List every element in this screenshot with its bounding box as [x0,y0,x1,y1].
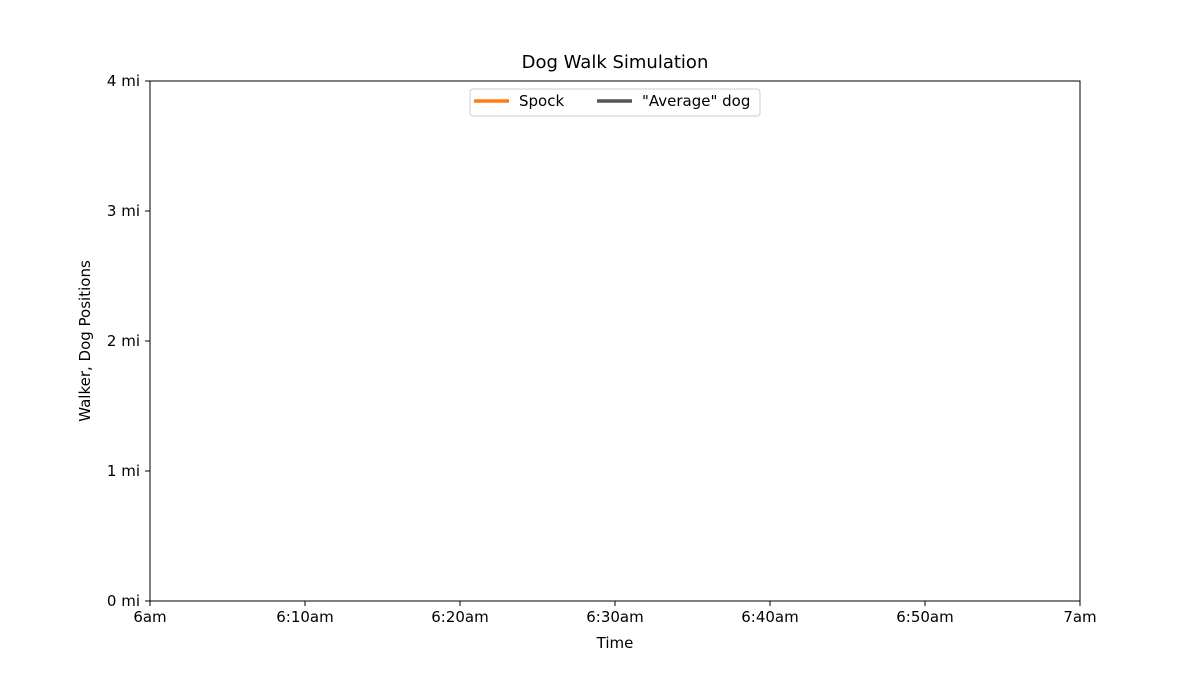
y-axis-label: Walker, Dog Positions [76,260,94,422]
x-axis-label: Time [596,634,634,652]
y-tick-label: 1 mi [107,462,140,480]
x-tick-label: 6:10am [276,608,334,626]
legend-label: "Average" dog [642,92,750,110]
x-tick-label: 6:40am [741,608,799,626]
y-tick-label: 3 mi [107,202,140,220]
x-tick-label: 6:50am [896,608,954,626]
x-tick-label: 6am [133,608,166,626]
x-tick-label: 6:20am [431,608,489,626]
x-tick-label: 7am [1063,608,1096,626]
x-axis: 6am 6:10am 6:20am 6:30am 6:40am 6:50am 7am [133,601,1097,626]
plot-area [149,80,1081,602]
y-tick-label: 0 mi [107,592,140,610]
y-tick-label: 2 mi [107,332,140,350]
plot-frame [149,80,1081,602]
legend-label: Spock [519,92,564,110]
chart-title: Dog Walk Simulation [522,52,709,73]
x-tick-label: 6:30am [586,608,644,626]
y-axis: 0 mi 1 mi 2 mi 3 mi 4 mi [107,72,150,610]
y-tick-label: 4 mi [107,72,140,90]
legend: Spock "Average" dog [469,88,761,117]
